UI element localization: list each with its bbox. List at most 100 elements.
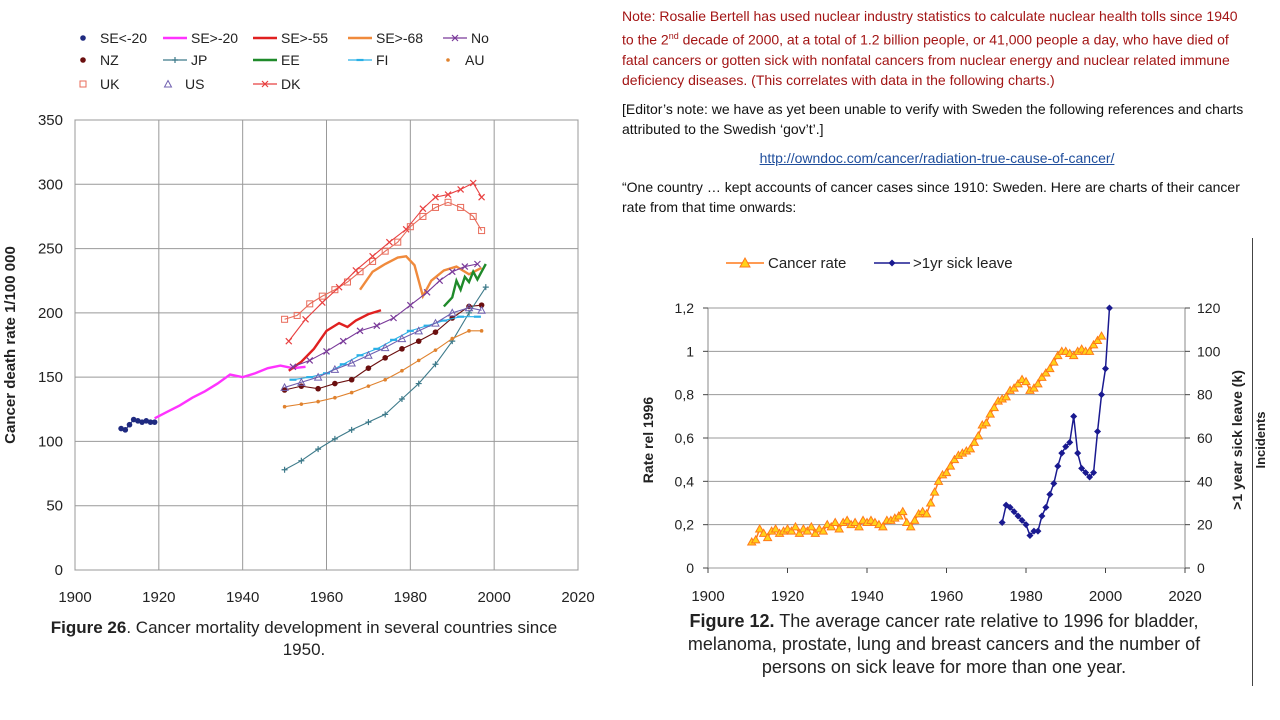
data-point <box>369 252 377 260</box>
data-point <box>818 526 829 535</box>
data-point <box>989 402 1000 412</box>
data-point <box>281 315 289 323</box>
data-point <box>925 497 936 507</box>
y-tick-label: 0 <box>55 562 63 579</box>
y-tick-label: 50 <box>46 498 63 515</box>
data-point <box>282 404 287 409</box>
series->1yr sick leave <box>998 304 1113 539</box>
data-point <box>1018 516 1026 524</box>
data-point <box>469 212 477 220</box>
series-UK <box>281 198 486 323</box>
data-point <box>949 454 960 464</box>
data-point <box>447 308 457 317</box>
data-point <box>281 466 288 473</box>
data-point <box>1092 335 1103 344</box>
x-tick-label: 1980 <box>1009 588 1042 605</box>
y2-tick-label: 80 <box>1197 387 1213 403</box>
data-point <box>457 203 465 211</box>
x-tick-label: 1900 <box>691 588 724 605</box>
x-tick-label: 1960 <box>930 588 963 605</box>
legend-item-SE>-55: SE>-55 <box>253 30 328 46</box>
legend-item-US: US <box>163 76 204 92</box>
series-US <box>280 303 486 391</box>
data-point <box>758 528 769 537</box>
data-point <box>965 443 976 453</box>
legend-item-No: No <box>443 30 489 46</box>
legend-marker <box>172 57 178 63</box>
x-tick-label: 2020 <box>1168 588 1201 605</box>
data-point <box>1033 378 1043 388</box>
legend-label: NZ <box>100 52 119 68</box>
data-point <box>901 517 912 526</box>
x-tick-label: 2020 <box>561 589 594 606</box>
data-point <box>151 419 158 425</box>
gridlines-1 <box>74 119 579 571</box>
series-SE>-55 <box>288 309 382 372</box>
legend-item-SE<-20: SE<-20 <box>80 30 147 46</box>
y-tick-label: 0,4 <box>675 473 695 489</box>
series-AU <box>282 329 484 409</box>
legend-label: SE>-20 <box>191 30 238 46</box>
y2-tick-label: 0 <box>1197 560 1205 576</box>
y2-tick-label: 20 <box>1197 517 1213 533</box>
data-point <box>315 446 322 453</box>
y-tick-label: 0,8 <box>675 387 695 403</box>
legend-label: SE>-55 <box>281 30 328 46</box>
series-line <box>288 309 382 372</box>
data-point <box>383 377 387 382</box>
data-point <box>826 521 837 531</box>
data-point <box>147 419 154 425</box>
data-point <box>905 521 916 531</box>
data-point <box>945 461 956 470</box>
data-point <box>478 227 486 235</box>
data-point <box>318 292 326 300</box>
legend-marker <box>446 58 450 62</box>
data-point <box>850 517 860 526</box>
y2-tick-label: 40 <box>1197 473 1213 489</box>
data-point <box>1062 443 1070 451</box>
legend-item-NZ: NZ <box>80 52 119 68</box>
data-point <box>373 322 381 330</box>
data-point <box>339 337 347 345</box>
data-point <box>298 383 305 389</box>
data-point <box>1048 357 1059 366</box>
y-axis-label-left: Rate rel 1996 <box>640 397 656 484</box>
legend-marker <box>888 259 896 267</box>
data-point <box>423 288 431 296</box>
legend-label: DK <box>281 76 301 92</box>
data-point <box>878 521 888 531</box>
x-tick-label: 1900 <box>58 589 91 606</box>
data-point <box>306 357 314 364</box>
data-point <box>289 363 297 371</box>
data-point <box>1090 469 1098 477</box>
y-tick-label: 1 <box>686 343 694 359</box>
legend-item-JP: JP <box>163 52 207 68</box>
legend-label: Cancer rate <box>768 255 846 272</box>
legend-marker <box>739 256 751 268</box>
data-point <box>297 377 306 386</box>
figure26-caption: Figure 26. Cancer mortality development … <box>40 617 568 661</box>
data-point <box>786 526 797 535</box>
data-point <box>921 508 932 518</box>
legend-item-UK: UK <box>79 76 120 92</box>
data-point <box>323 348 330 355</box>
series-DK <box>285 179 486 345</box>
legend-label: >1yr sick leave <box>913 255 1013 272</box>
data-point <box>750 534 761 544</box>
legend-label: EE <box>281 52 300 68</box>
series-FI <box>289 315 481 381</box>
source-link[interactable]: http://owndoc.com/cancer/radiation-true-… <box>759 149 1115 166</box>
series-line <box>442 263 487 308</box>
data-point <box>1058 449 1066 457</box>
y-tick-label: 1,2 <box>675 300 695 316</box>
data-point <box>1013 378 1023 388</box>
legend-item-EE: EE <box>253 52 300 68</box>
legend-marker <box>80 35 86 41</box>
legend-marker <box>261 80 269 88</box>
series-SE>-20 <box>154 364 306 420</box>
data-point <box>1096 331 1107 340</box>
series-JP <box>281 284 489 473</box>
data-point <box>385 238 393 246</box>
ticks-2: 0 0 0,2 20 0,4 40 0,6 60 0,8 80 1 100 1,2 120 1900 1920… <box>675 300 1221 605</box>
chart-cancer-mortality: SE<-20 SE>-20 SE>-55 SE>-68 No NZ JP EE FI AU UK US… <box>2 30 595 606</box>
